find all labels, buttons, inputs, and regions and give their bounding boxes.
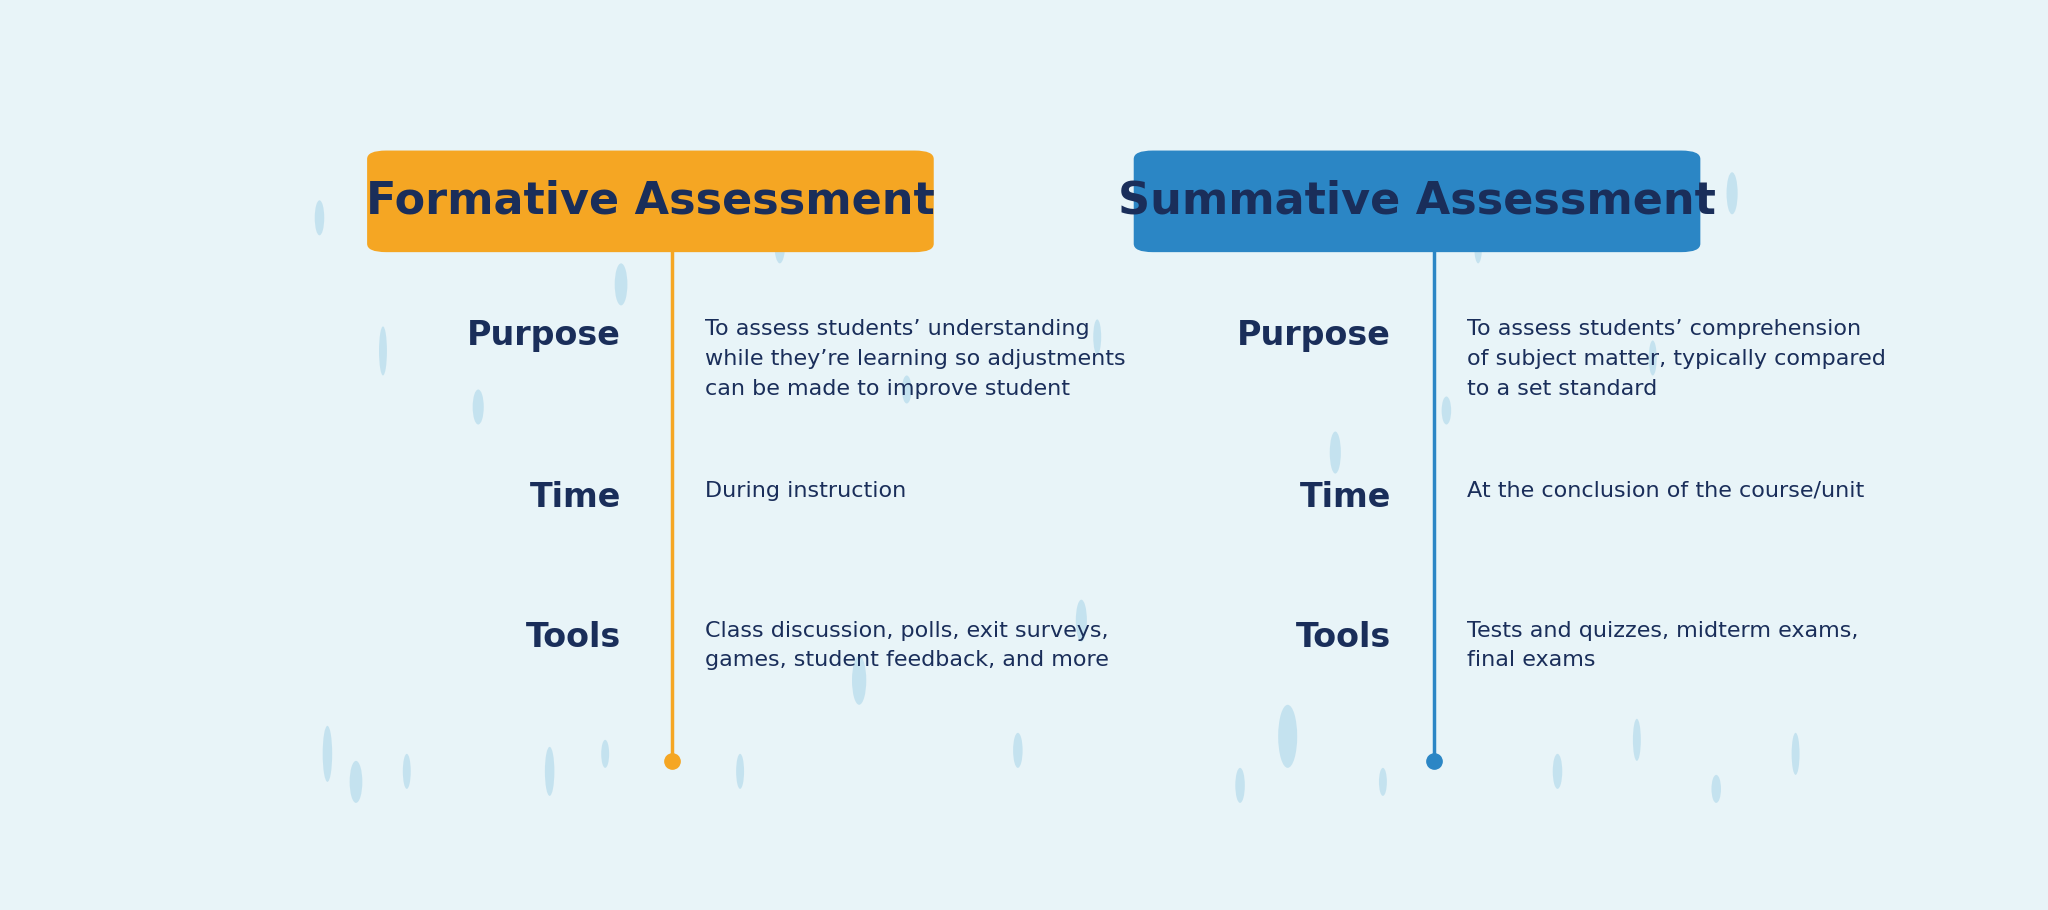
Ellipse shape: [1475, 228, 1483, 263]
Text: Purpose: Purpose: [467, 319, 621, 352]
FancyBboxPatch shape: [1135, 150, 1700, 252]
Ellipse shape: [315, 200, 324, 236]
Ellipse shape: [1378, 768, 1386, 796]
Ellipse shape: [473, 389, 483, 424]
Ellipse shape: [1075, 600, 1087, 642]
Ellipse shape: [1094, 319, 1102, 355]
Ellipse shape: [1442, 397, 1452, 424]
Text: During instruction: During instruction: [705, 480, 907, 501]
Text: Tools: Tools: [526, 621, 621, 653]
FancyBboxPatch shape: [367, 150, 934, 252]
Ellipse shape: [1014, 733, 1022, 768]
Text: Purpose: Purpose: [1237, 319, 1391, 352]
Ellipse shape: [1278, 704, 1296, 768]
Text: Class discussion, polls, exit surveys,
games, student feedback, and more: Class discussion, polls, exit surveys, g…: [705, 621, 1110, 671]
Ellipse shape: [774, 221, 784, 263]
Ellipse shape: [1552, 753, 1563, 789]
Ellipse shape: [1329, 431, 1341, 473]
Ellipse shape: [545, 747, 555, 796]
Text: Time: Time: [530, 480, 621, 513]
Text: Formative Assessment: Formative Assessment: [367, 180, 934, 223]
Ellipse shape: [614, 263, 627, 306]
Text: To assess students’ comprehension
of subject matter, typically compared
to a set: To assess students’ comprehension of sub…: [1466, 319, 1886, 399]
Text: At the conclusion of the course/unit: At the conclusion of the course/unit: [1466, 480, 1864, 501]
Text: Tools: Tools: [1296, 621, 1391, 653]
Ellipse shape: [350, 761, 362, 803]
Ellipse shape: [602, 740, 608, 768]
Text: Summative Assessment: Summative Assessment: [1118, 180, 1716, 223]
Text: Tests and quizzes, midterm exams,
final exams: Tests and quizzes, midterm exams, final …: [1466, 621, 1858, 671]
Ellipse shape: [1632, 719, 1640, 761]
Ellipse shape: [379, 327, 387, 376]
Text: To assess students’ understanding
while they’re learning so adjustments
can be m: To assess students’ understanding while …: [705, 319, 1126, 399]
Ellipse shape: [403, 753, 412, 789]
Ellipse shape: [1171, 207, 1182, 236]
Ellipse shape: [324, 726, 332, 782]
Ellipse shape: [852, 656, 866, 704]
Ellipse shape: [1235, 768, 1245, 803]
Ellipse shape: [1726, 172, 1737, 214]
Ellipse shape: [901, 376, 911, 403]
Ellipse shape: [1792, 733, 1800, 774]
Ellipse shape: [506, 166, 514, 193]
Ellipse shape: [1712, 775, 1720, 803]
Ellipse shape: [1649, 340, 1657, 376]
Text: Time: Time: [1300, 480, 1391, 513]
Ellipse shape: [735, 753, 743, 789]
